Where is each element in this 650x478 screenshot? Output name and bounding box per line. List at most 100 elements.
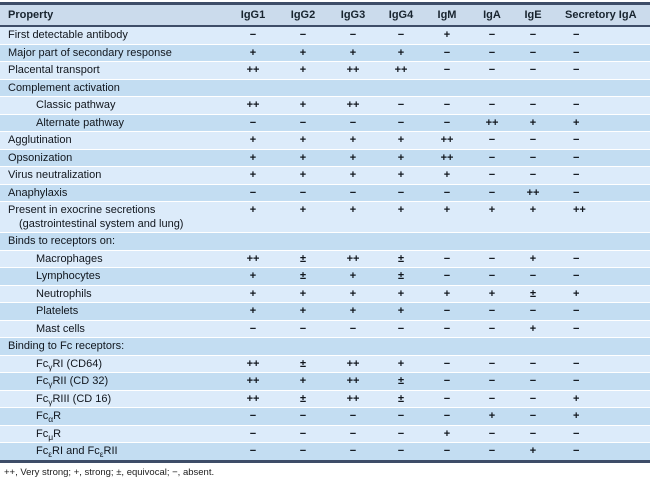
value-cell: + (443, 427, 451, 440)
table-row: Opsonization + + + + ++ − − − (0, 149, 650, 167)
value-cell: ++ (346, 392, 360, 405)
value-cell: − (299, 427, 307, 440)
value-cell: − (443, 99, 451, 111)
value-cell: ++ (246, 392, 260, 405)
value-cell: − (573, 305, 580, 317)
value-cell: + (349, 134, 357, 146)
column-header-igg4: IgG4 (388, 9, 414, 21)
table-row: Classic pathway ++ + ++ − − − − − (0, 96, 650, 114)
value-cell: − (249, 410, 257, 422)
value-cell: + (529, 445, 537, 457)
value-cell: − (249, 29, 257, 41)
value-cell (514, 79, 552, 97)
value-cell: − (397, 410, 405, 422)
value-cell: + (349, 270, 357, 282)
value-cell (552, 233, 650, 251)
property-cell: FcαR (36, 410, 62, 425)
table-row: Platelets + + + + − − − − (0, 302, 650, 320)
value-cell: − (443, 252, 451, 265)
table-row: Anaphylaxis − − − − − − ++ − (0, 184, 650, 202)
value-cell: − (573, 270, 580, 282)
value-cell: − (488, 64, 496, 76)
value-cell: ++ (485, 116, 499, 129)
value-cell: ++ (440, 151, 454, 164)
table-row: FcγRI (CD64) ++ ± ++ + − − − − (0, 355, 650, 373)
value-cell: + (529, 204, 537, 216)
value-cell: − (573, 169, 580, 181)
value-cell: + (249, 287, 257, 300)
value-cell: + (249, 305, 257, 317)
value-cell: − (249, 116, 257, 129)
value-cell: − (397, 445, 405, 457)
value-cell (514, 233, 552, 251)
table-row: Binding to Fc receptors: (0, 337, 650, 356)
table-row: Binds to receptors on: (0, 232, 650, 251)
property-cell: Anaphylaxis (8, 186, 68, 199)
value-cell: − (573, 445, 580, 457)
value-cell: ± (299, 357, 307, 370)
table-row: Complement activation (0, 79, 650, 97)
table-header: Property IgG1 IgG2 IgG3 IgG4 IgM IgA IgE… (0, 3, 650, 26)
table-body: First detectable antibody − − − − + − − − Major p… (0, 26, 650, 461)
value-cell: ± (529, 287, 537, 300)
value-cell (424, 338, 470, 356)
value-cell: − (443, 64, 451, 76)
value-cell: + (299, 99, 307, 111)
value-cell: − (349, 29, 357, 41)
property-cell: Classic pathway (36, 99, 116, 111)
value-cell: − (529, 99, 537, 111)
value-cell (328, 79, 378, 97)
value-cell: ± (299, 252, 307, 265)
value-cell: − (397, 427, 405, 440)
value-cell: − (488, 375, 496, 387)
value-cell: − (529, 392, 537, 405)
value-cell: ++ (526, 186, 540, 199)
legend-footnote: ++, Very strong; +, strong; ±, equivocal… (4, 466, 215, 478)
value-cell: ++ (246, 375, 260, 387)
property-cell: Mast cells (36, 322, 85, 335)
value-cell: + (488, 287, 496, 300)
header-row: Property IgG1 IgG2 IgG3 IgG4 IgM IgA IgE… (0, 3, 650, 26)
value-cell: + (349, 287, 357, 300)
table-row: Agglutination + + + + ++ − − − (0, 131, 650, 149)
value-cell: − (443, 392, 451, 405)
value-cell: ++ (246, 252, 260, 265)
value-cell: ± (397, 375, 405, 387)
value-cell: − (443, 445, 451, 457)
value-cell: + (349, 46, 357, 59)
value-cell: − (299, 29, 307, 41)
value-cell: ++ (346, 99, 360, 111)
value-cell: + (299, 204, 307, 216)
value-cell: + (299, 46, 307, 59)
value-cell: + (573, 410, 580, 422)
value-cell: − (249, 322, 257, 335)
value-cell: − (397, 186, 405, 199)
property-cell: FcγRI (CD64) (36, 357, 102, 372)
value-cell: − (488, 29, 496, 41)
table-row: FcγRIII (CD 16) ++ ± ++ ± − − − + (0, 390, 650, 408)
property-cell: Neutrophils (36, 287, 92, 300)
value-cell: + (529, 322, 537, 335)
property-cell: Lymphocytes (36, 270, 101, 282)
value-cell: ++ (346, 357, 360, 370)
property-cell: Platelets (36, 305, 79, 317)
value-cell: − (299, 322, 307, 335)
value-cell: − (349, 186, 357, 199)
table-row: Mast cells − − − − − − + − (0, 320, 650, 338)
value-cell: ± (299, 270, 307, 282)
value-cell: ++ (246, 357, 260, 370)
value-cell: − (573, 46, 580, 59)
value-cell: − (529, 305, 537, 317)
value-cell: − (443, 375, 451, 387)
value-cell: ± (397, 392, 405, 405)
value-cell: + (443, 287, 451, 300)
immunoglobulin-properties-table: Property IgG1 IgG2 IgG3 IgG4 IgM IgA IgE… (0, 2, 650, 463)
value-cell: ± (397, 252, 405, 265)
value-cell (228, 233, 278, 251)
value-cell: − (488, 46, 496, 59)
value-cell: − (488, 169, 496, 181)
value-cell (552, 338, 650, 356)
value-cell: + (488, 410, 496, 422)
value-cell: + (349, 151, 357, 164)
value-cell: ++ (346, 64, 360, 76)
